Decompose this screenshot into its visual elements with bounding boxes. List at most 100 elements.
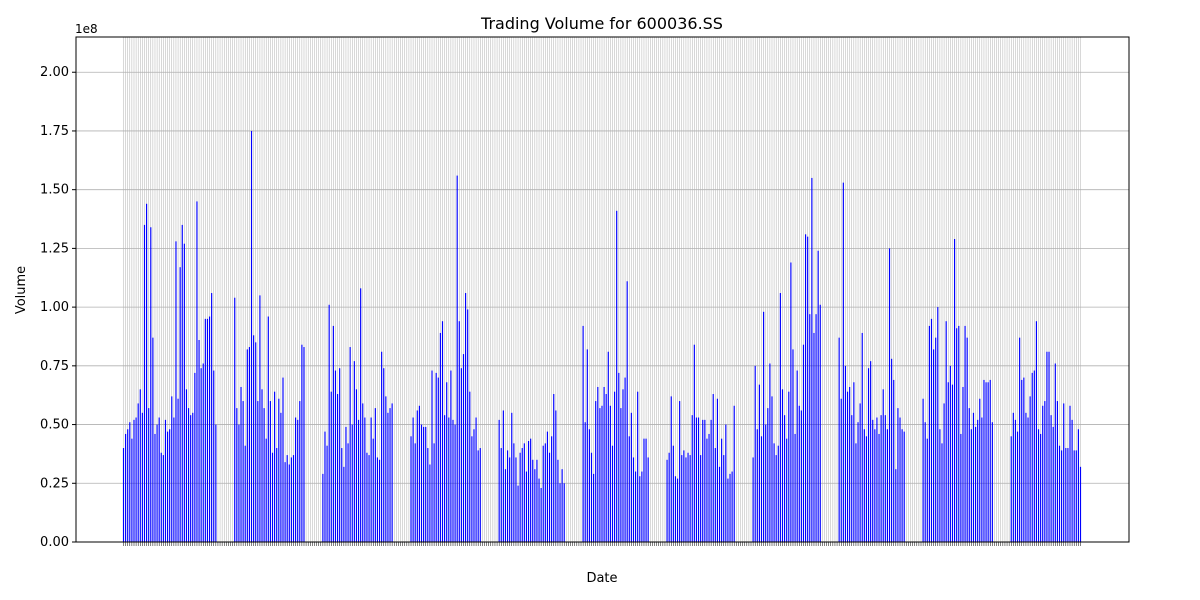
volume-bar <box>840 398 842 542</box>
y-tick-label: 2.00 <box>40 65 69 80</box>
volume-bar <box>381 351 383 542</box>
volume-bar <box>897 408 899 542</box>
volume-bar <box>208 316 211 542</box>
volume-bar <box>683 450 685 542</box>
volume-bar <box>355 389 358 542</box>
volume-bar <box>211 293 213 542</box>
volume-bar <box>1012 412 1014 542</box>
volume-bar <box>527 441 530 542</box>
volume-bar <box>385 396 387 542</box>
volume-bar <box>561 469 563 542</box>
volume-bar <box>187 408 190 542</box>
volume-bar <box>343 466 345 542</box>
y-tick-label: 1.50 <box>40 183 69 198</box>
volume-bar <box>687 452 689 542</box>
volume-bar <box>234 297 236 542</box>
volume-bar <box>148 408 150 542</box>
volume-bar <box>431 370 433 542</box>
volume-bar <box>685 457 687 542</box>
volume-bar <box>721 438 723 542</box>
volume-bar <box>444 415 446 542</box>
volume-bar <box>328 304 330 542</box>
volume-bar <box>593 473 595 542</box>
y-ticks: 0.00 0.25 0.50 0.75 1.00 1.25 1.50 1.75 2.00 <box>40 65 76 550</box>
volume-bar <box>681 455 683 542</box>
volume-bar <box>985 382 987 542</box>
volume-bar <box>341 448 343 542</box>
volume-bar <box>763 311 765 542</box>
y-axis-label: Volume <box>14 266 29 314</box>
volume-bar <box>939 429 941 542</box>
volume-bar <box>347 443 349 542</box>
volume-bar <box>815 314 817 542</box>
volume-bar <box>870 361 872 542</box>
volume-bar <box>668 452 670 542</box>
volume-bar <box>697 417 700 542</box>
volume-bar <box>536 459 538 542</box>
volume-bar <box>733 405 735 542</box>
y-tick-label: 0.75 <box>40 359 69 374</box>
volume-bar <box>954 239 956 542</box>
volume-bar <box>891 358 893 542</box>
volume-bar <box>844 365 847 542</box>
volume-bar <box>691 415 693 542</box>
volume-bar <box>1014 419 1017 542</box>
volume-bar <box>882 389 884 542</box>
volume-bar <box>198 340 200 542</box>
volume-bar <box>754 365 756 542</box>
volume-bar <box>628 436 630 542</box>
volume-bar <box>465 293 467 542</box>
volume-bar <box>498 419 500 542</box>
volume-bar <box>876 417 878 542</box>
volume-bar <box>458 321 460 542</box>
volume-bar <box>689 455 691 542</box>
volume-bar <box>603 386 605 542</box>
volume-bar <box>1048 351 1050 542</box>
volume-bar <box>534 469 536 542</box>
volume-bar <box>286 455 288 542</box>
volume-bar <box>1016 431 1019 542</box>
chart-title: Trading Volume for 600036.SS <box>480 14 723 33</box>
volume-bar <box>972 412 975 542</box>
volume-bar <box>1027 417 1029 542</box>
volume-bar <box>261 389 263 542</box>
volume-bar <box>601 405 603 542</box>
volume-bar <box>425 426 427 542</box>
volume-bar <box>597 386 599 542</box>
volume-bar <box>1079 466 1082 542</box>
volume-bar <box>546 431 549 542</box>
volume-bar <box>582 325 584 542</box>
volume-bar <box>370 417 372 542</box>
volume-bar <box>301 344 303 542</box>
volume-bar <box>958 325 960 542</box>
volume-bar <box>456 175 458 542</box>
volume-bar <box>586 349 588 542</box>
volume-bar <box>295 417 297 542</box>
volume-bar <box>618 372 620 542</box>
volume-bar <box>933 349 935 542</box>
volume-bar <box>813 332 815 542</box>
volume-bar <box>614 391 616 542</box>
volume-bar <box>727 478 729 542</box>
volume-bar <box>525 471 528 542</box>
volume-bar <box>292 455 295 542</box>
volume-bar <box>200 368 202 542</box>
volume-bar <box>784 415 786 542</box>
volume-bar <box>716 398 719 542</box>
volume-bar <box>509 457 511 542</box>
volume-bar <box>267 316 269 542</box>
volume-bar <box>928 325 930 542</box>
volume-bar <box>886 429 888 542</box>
volume-bar <box>635 471 637 542</box>
volume-bar <box>849 386 851 542</box>
volume-bar <box>781 389 784 542</box>
volume-bar <box>391 403 393 542</box>
volume-bar <box>378 459 381 542</box>
volume-bar <box>859 403 861 542</box>
volume-bar <box>1010 436 1012 542</box>
volume-bar <box>838 337 840 542</box>
volume-bar <box>979 398 981 542</box>
volume-bar <box>500 448 502 542</box>
volume-bar <box>880 415 882 542</box>
volume-bar <box>135 417 137 542</box>
